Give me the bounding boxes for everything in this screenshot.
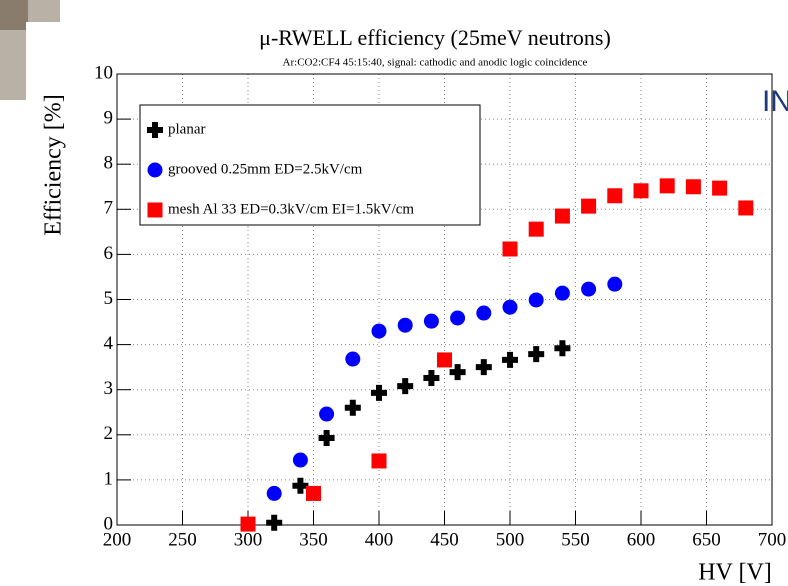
y-tick-label: 10 bbox=[94, 62, 113, 83]
logo: INF bbox=[762, 85, 788, 118]
data-point bbox=[437, 352, 452, 368]
data-point bbox=[528, 221, 544, 237]
legend-label: grooved 0.25mm ED=2.5kV/cm bbox=[168, 161, 363, 177]
y-tick-label: 9 bbox=[104, 107, 114, 128]
data-point bbox=[685, 179, 701, 195]
chart-subtitle: Ar:CO2:CF4 45:15:40, signal: cathodic an… bbox=[283, 57, 588, 69]
y-tick-label: 1 bbox=[104, 468, 114, 489]
data-point bbox=[292, 477, 309, 494]
chart-title: μ-RWELL efficiency (25meV neutrons) bbox=[259, 25, 611, 50]
data-point bbox=[240, 516, 256, 532]
data-point bbox=[607, 276, 623, 292]
x-tick-label: 300 bbox=[234, 529, 263, 550]
legend-marker bbox=[147, 162, 163, 178]
data-point bbox=[344, 399, 361, 416]
data-point bbox=[581, 281, 597, 297]
data-point bbox=[581, 198, 597, 214]
data-point bbox=[554, 208, 570, 224]
data-point bbox=[554, 285, 570, 301]
data-point bbox=[475, 359, 492, 376]
x-tick-label: 350 bbox=[299, 529, 328, 550]
data-point bbox=[633, 183, 649, 199]
data-point bbox=[502, 351, 518, 368]
data-point bbox=[266, 485, 282, 501]
photo-mask bbox=[26, 22, 66, 102]
x-tick-label: 650 bbox=[692, 529, 721, 550]
y-tick-label: 8 bbox=[104, 153, 114, 174]
y-tick-label: 6 bbox=[104, 243, 114, 264]
y-tick-label: 7 bbox=[104, 198, 114, 219]
x-tick-label: 200 bbox=[103, 529, 132, 550]
legend-box bbox=[139, 104, 481, 226]
data-point bbox=[607, 188, 623, 204]
data-point bbox=[319, 406, 335, 422]
data-point bbox=[659, 178, 675, 194]
data-point bbox=[712, 180, 728, 196]
y-tick-label: 5 bbox=[104, 288, 114, 309]
y-tick-label: 2 bbox=[104, 423, 114, 444]
data-point bbox=[528, 292, 544, 308]
photo-fragment bbox=[0, 0, 28, 30]
legend-label: mesh Al 33 ED=0.3kV/cm EI=1.5kV/cm bbox=[168, 201, 414, 217]
data-point bbox=[554, 340, 571, 357]
data-point bbox=[397, 317, 413, 333]
data-point bbox=[266, 514, 283, 531]
data-point bbox=[502, 299, 518, 315]
data-point bbox=[371, 453, 387, 469]
data-point bbox=[423, 369, 440, 386]
legend-marker bbox=[147, 202, 163, 218]
x-tick-label: 500 bbox=[496, 529, 525, 550]
data-point bbox=[450, 310, 466, 326]
x-axis-label: HV [V] bbox=[698, 560, 772, 586]
x-tick-label: 250 bbox=[168, 529, 197, 550]
legend-label: planar bbox=[168, 121, 205, 137]
data-point bbox=[423, 313, 439, 329]
data-point bbox=[528, 346, 545, 363]
legend-marker bbox=[147, 122, 163, 138]
x-tick-label: 450 bbox=[430, 529, 459, 550]
y-tick-label: 3 bbox=[104, 378, 114, 399]
y-axis-label: Efficiency [%] bbox=[41, 94, 67, 235]
x-tick-label: 550 bbox=[561, 529, 590, 550]
data-point bbox=[371, 323, 387, 339]
data-point bbox=[292, 452, 308, 468]
plot-frame bbox=[116, 73, 773, 526]
y-tick-label: 0 bbox=[104, 513, 114, 534]
data-point bbox=[345, 351, 361, 367]
data-point bbox=[449, 364, 466, 381]
data-point bbox=[397, 378, 414, 395]
data-point bbox=[502, 241, 518, 257]
y-tick-label: 4 bbox=[104, 333, 114, 354]
x-tick-label: 700 bbox=[758, 529, 787, 550]
data-point bbox=[306, 485, 321, 501]
data-point bbox=[318, 429, 335, 446]
x-tick-label: 600 bbox=[627, 529, 656, 550]
data-point bbox=[476, 305, 492, 321]
data-point bbox=[738, 200, 754, 216]
data-point bbox=[371, 384, 387, 401]
x-tick-label: 400 bbox=[365, 529, 394, 550]
